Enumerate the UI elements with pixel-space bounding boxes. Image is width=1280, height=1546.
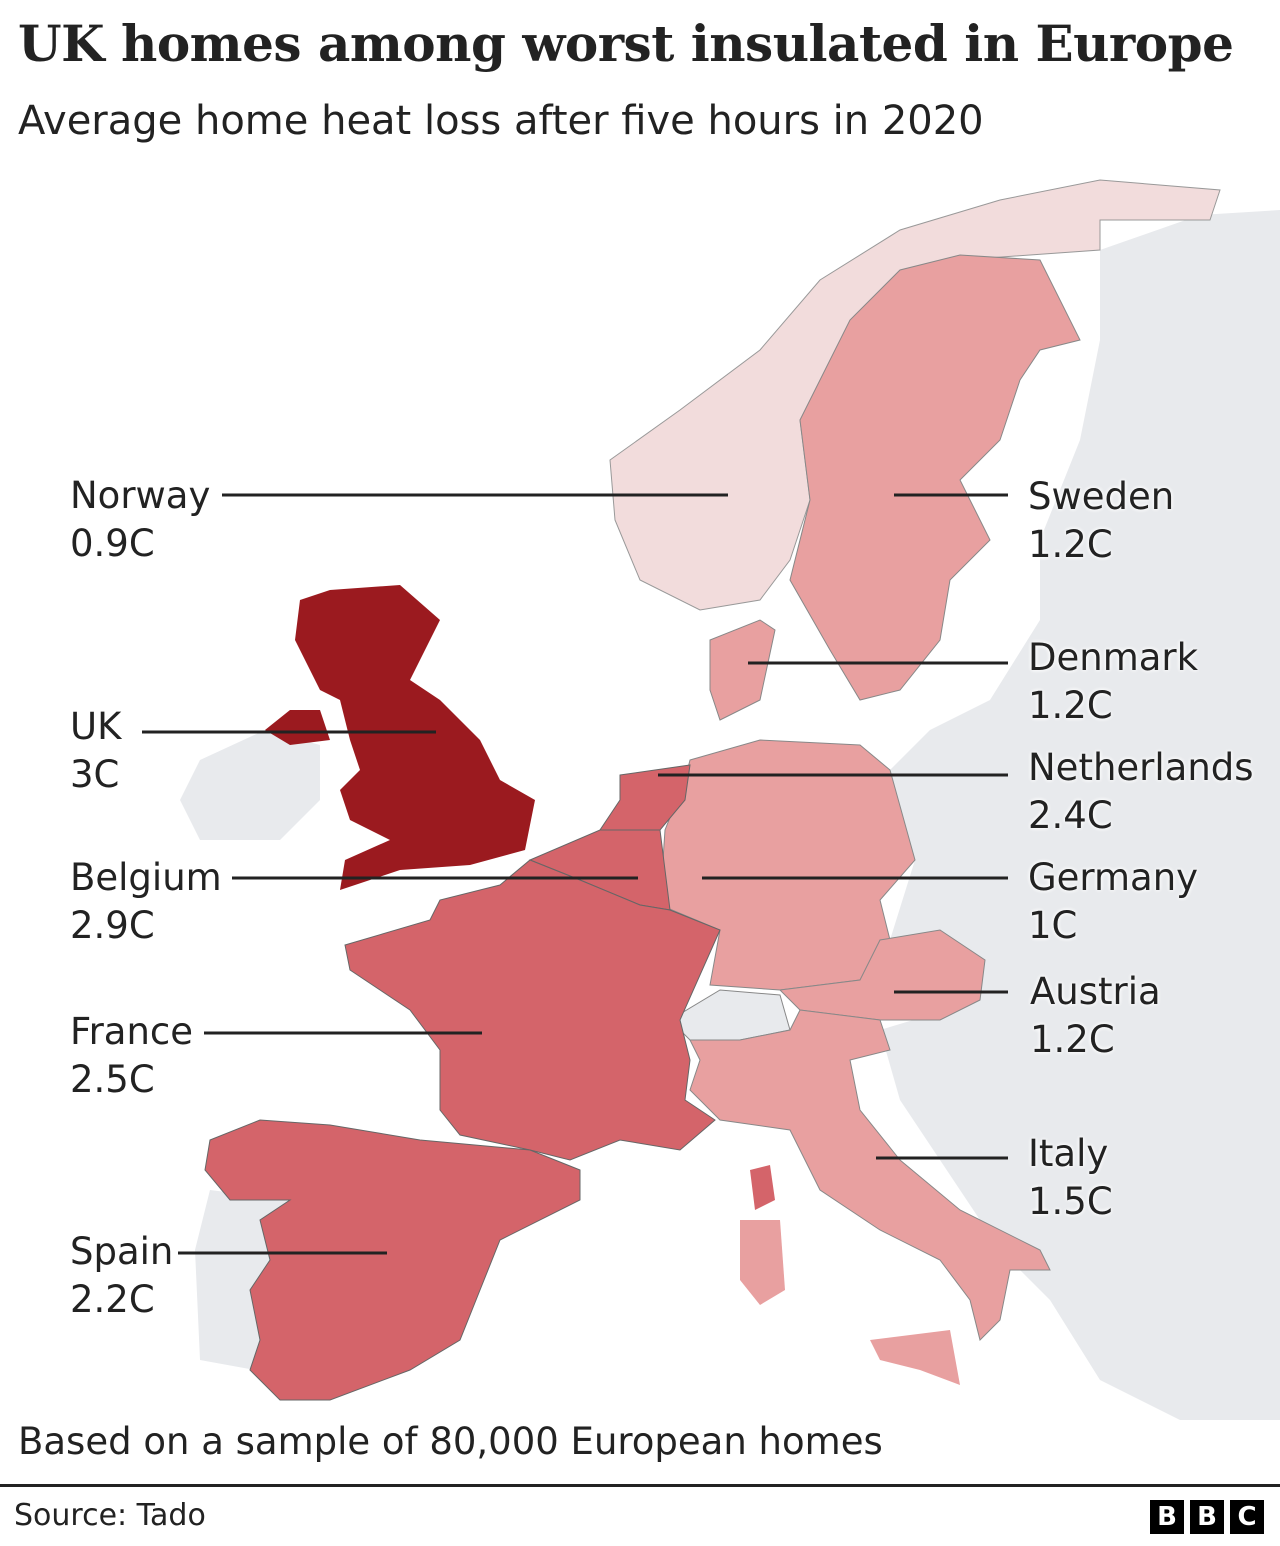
country-name: France (70, 1010, 194, 1053)
sardinia-shape (740, 1220, 785, 1305)
country-name: Sweden (1028, 475, 1175, 518)
country-name: Spain (70, 1230, 174, 1273)
country-name: Netherlands (1028, 746, 1254, 789)
footnote: Based on a sample of 80,000 European hom… (18, 1420, 883, 1463)
label-norway: Norway 0.9C (70, 472, 210, 568)
sicily-shape (870, 1330, 960, 1385)
country-name: UK (70, 705, 122, 748)
country-value: 0.9C (70, 522, 155, 565)
label-netherlands: Netherlands 2.4C (1028, 744, 1254, 840)
country-value: 1.2C (1030, 1018, 1115, 1061)
portugal (195, 1190, 290, 1370)
country-name: Denmark (1028, 636, 1199, 679)
country-value: 1.5C (1028, 1180, 1113, 1223)
ireland (180, 730, 320, 840)
country-value: 2.9C (70, 904, 155, 947)
uk-shape (295, 585, 535, 890)
label-belgium: Belgium 2.9C (70, 854, 222, 950)
label-germany: Germany 1C (1028, 854, 1198, 950)
country-value: 2.5C (70, 1058, 155, 1101)
leader-lines (142, 493, 1008, 1255)
country-value: 1.2C (1028, 684, 1113, 727)
country-value: 3C (70, 753, 120, 796)
country-value: 2.2C (70, 1278, 155, 1321)
country-name: Belgium (70, 856, 222, 899)
divider (0, 1484, 1280, 1487)
spain-shape (204, 1119, 581, 1401)
country-value: 2.4C (1028, 794, 1113, 837)
region-east-no-data (880, 210, 1280, 1420)
northern-ireland-shape (265, 710, 330, 745)
country-name: Germany (1028, 856, 1199, 899)
source: Source: Tado (14, 1498, 206, 1533)
country-value: 1.2C (1028, 523, 1113, 566)
country-value: 1C (1028, 904, 1078, 947)
denmark-shape (709, 619, 776, 721)
label-denmark: Denmark 1.2C (1028, 634, 1198, 730)
country-name: Norway (70, 474, 211, 517)
italy-shape (689, 1009, 1051, 1341)
label-uk: UK 3C (70, 703, 121, 799)
france-shape (344, 859, 721, 1161)
label-sweden: Sweden 1.2C (1028, 473, 1174, 569)
corsica-shape (750, 1165, 775, 1210)
label-france: France 2.5C (70, 1008, 193, 1104)
label-austria: Austria 1.2C (1030, 968, 1161, 1064)
label-italy: Italy 1.5C (1028, 1130, 1113, 1226)
chart-subtitle: Average home heat loss after five hours … (18, 98, 984, 144)
label-spain: Spain 2.2C (70, 1228, 173, 1324)
sweden-shape (789, 254, 1081, 701)
country-name: Austria (1030, 970, 1161, 1013)
country-name: Italy (1028, 1132, 1109, 1175)
chart-title: UK homes among worst insulated in Europe (18, 14, 1234, 73)
